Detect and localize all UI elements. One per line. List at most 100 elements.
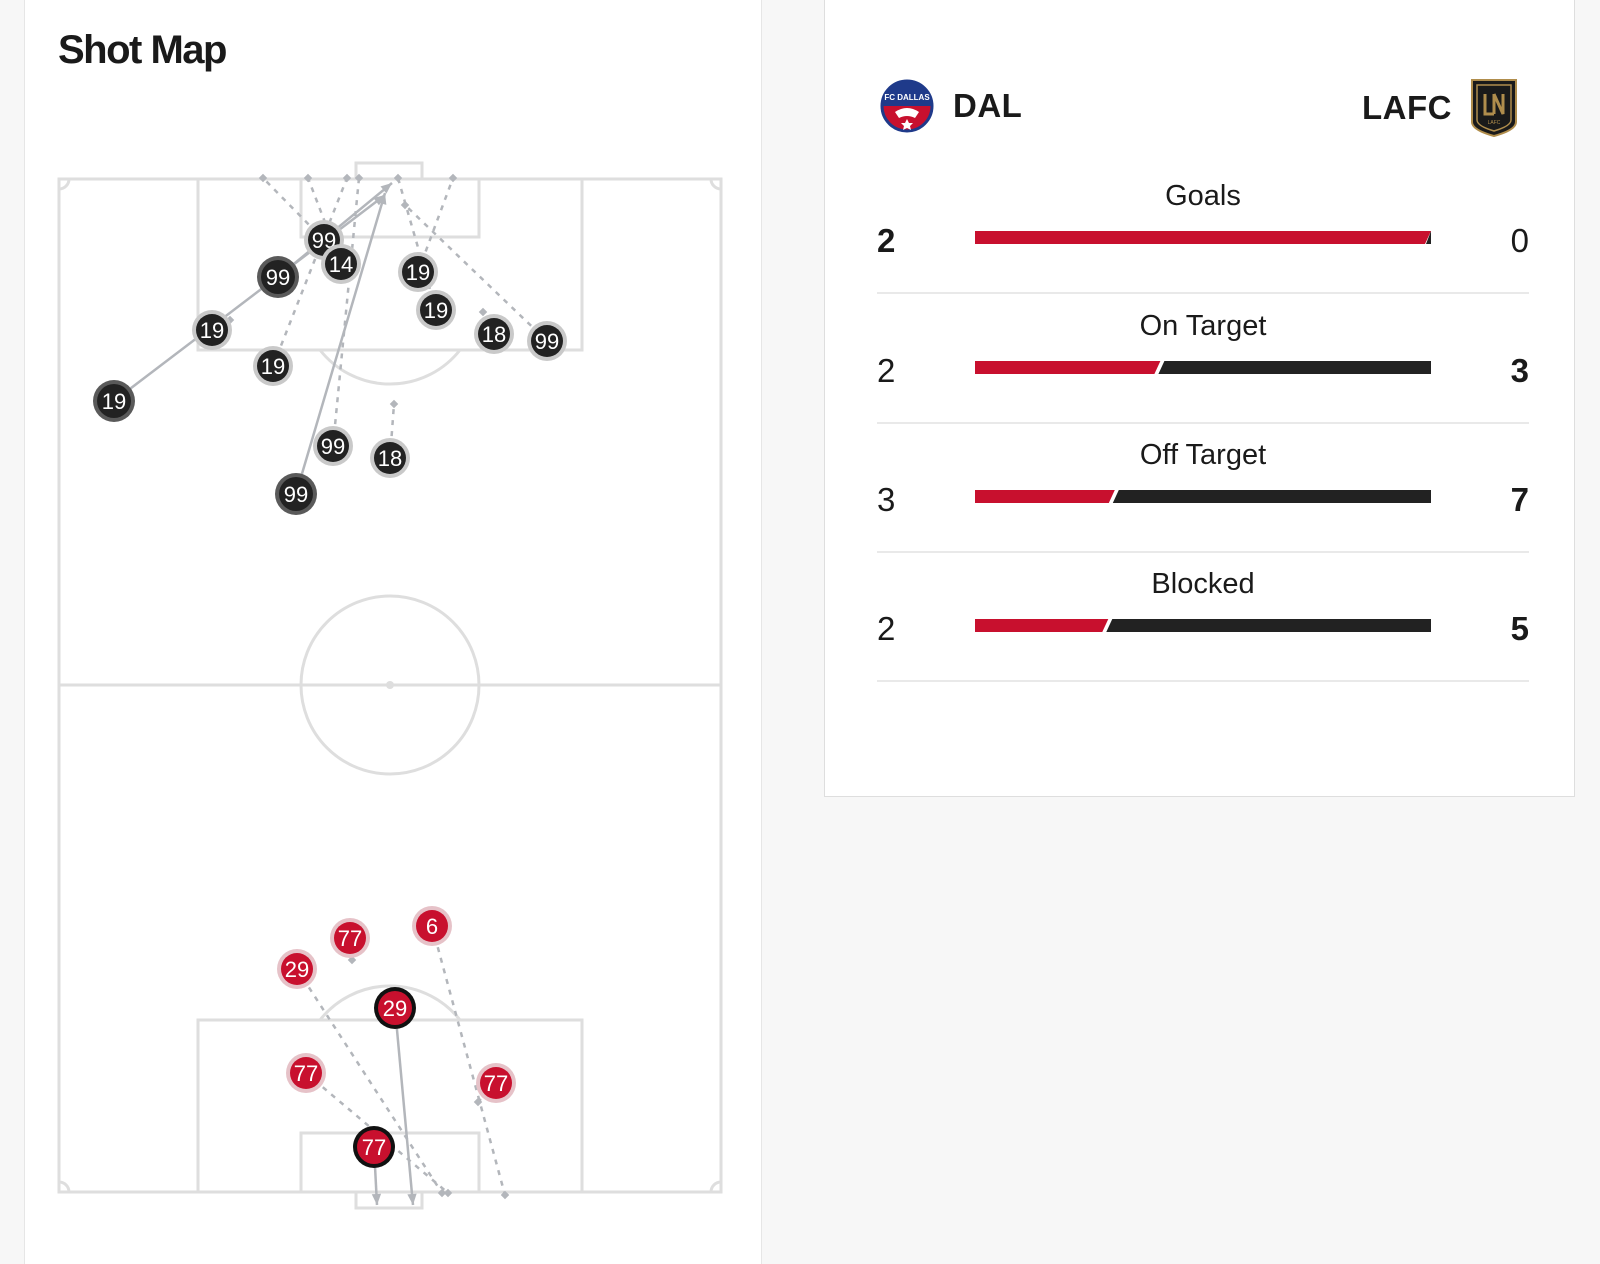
shot-marker[interactable]: 77 bbox=[476, 1063, 516, 1103]
away-team-abbr: LAFC bbox=[1362, 89, 1452, 126]
shot-marker[interactable]: 77 bbox=[330, 918, 370, 958]
shot-end-marker bbox=[473, 1097, 483, 1107]
shot-marker-fill bbox=[281, 953, 313, 985]
shot-marker[interactable]: 77 bbox=[353, 1126, 395, 1168]
stat-label: On Target bbox=[1139, 310, 1267, 342]
shot-marker[interactable]: 18 bbox=[370, 438, 410, 478]
shot-trajectory bbox=[331, 177, 361, 447]
bottom-penalty-arc bbox=[318, 984, 462, 1021]
shot-player-number: 19 bbox=[424, 298, 448, 323]
shot-marker-fill bbox=[257, 350, 289, 382]
home-bar-segment bbox=[975, 490, 1115, 503]
home-team: FC DALLAS DAL bbox=[879, 78, 1022, 134]
shot-end-marker bbox=[448, 173, 458, 183]
top-goal bbox=[354, 161, 424, 181]
shot-marker[interactable]: 19 bbox=[398, 252, 438, 292]
corner-arc bbox=[709, 1180, 722, 1193]
shot-marker[interactable]: 99 bbox=[313, 426, 353, 466]
shot-end-marker bbox=[342, 173, 352, 183]
away-team: LAFC LAFC bbox=[1362, 78, 1518, 138]
stat-home-value: 2 bbox=[877, 222, 896, 259]
stat-home-value: 2 bbox=[877, 610, 896, 647]
shot-player-number: 77 bbox=[362, 1135, 386, 1160]
shot-marker-fill bbox=[357, 1130, 391, 1164]
stat-away-value: 3 bbox=[1510, 352, 1529, 389]
stat-row-on-target: On Target 2 3 bbox=[877, 292, 1529, 424]
shot-marker[interactable]: 19 bbox=[192, 310, 232, 350]
shot-marker[interactable]: 19 bbox=[253, 346, 293, 386]
stat-home-value: 3 bbox=[877, 481, 896, 518]
top-penalty-arc bbox=[318, 349, 462, 386]
shot-marker[interactable]: 99 bbox=[257, 256, 299, 298]
shot-player-number: 77 bbox=[294, 1061, 318, 1086]
shot-player-number: 99 bbox=[284, 482, 308, 507]
shot-marker-fill bbox=[97, 384, 131, 418]
shot-trajectory bbox=[294, 192, 387, 495]
shot-arrowhead bbox=[371, 1193, 382, 1205]
shot-marker[interactable]: 19 bbox=[416, 290, 456, 330]
shot-player-number: 19 bbox=[261, 354, 285, 379]
center-spot bbox=[386, 681, 394, 689]
stat-away-value: 7 bbox=[1510, 481, 1529, 518]
shot-marker-fill bbox=[480, 1067, 512, 1099]
home-bar-segment bbox=[975, 361, 1161, 374]
shot-trajectory bbox=[430, 925, 507, 1196]
shot-marker-fill bbox=[317, 430, 349, 462]
shot-end-marker bbox=[303, 173, 313, 183]
shot-end-marker bbox=[354, 173, 364, 183]
stat-label: Blocked bbox=[1151, 568, 1255, 600]
shot-player-number: 18 bbox=[378, 446, 402, 471]
shot-marker[interactable]: 77 bbox=[286, 1053, 326, 1093]
shot-player-number: 6 bbox=[426, 914, 438, 939]
shot-marker[interactable]: 29 bbox=[277, 949, 317, 989]
shot-marker[interactable]: 14 bbox=[321, 244, 361, 284]
shot-player-number: 99 bbox=[321, 434, 345, 459]
bottom-penalty-box bbox=[196, 1018, 584, 1194]
bottom-goal bbox=[354, 1190, 424, 1210]
shot-marker[interactable]: 6 bbox=[412, 906, 452, 946]
shot-marker[interactable]: 99 bbox=[275, 473, 317, 515]
shot-map-title: Shot Map bbox=[58, 28, 227, 72]
corner-arc bbox=[58, 1180, 71, 1193]
shot-player-number: 77 bbox=[338, 926, 362, 951]
shot-player-number: 77 bbox=[484, 1071, 508, 1096]
shot-arrowhead bbox=[380, 183, 392, 194]
shot-marker[interactable]: 18 bbox=[474, 314, 514, 354]
shot-marker-fill bbox=[378, 991, 412, 1025]
shot-player-number: 99 bbox=[266, 265, 290, 290]
stat-row-goals: Goals 2 0 bbox=[877, 162, 1529, 294]
svg-text:FC DALLAS: FC DALLAS bbox=[884, 93, 930, 102]
away-bar-segment bbox=[1106, 619, 1431, 632]
shot-player-number: 29 bbox=[383, 996, 407, 1021]
corner-arc bbox=[58, 178, 71, 191]
home-team-abbr: DAL bbox=[953, 87, 1023, 124]
shot-end-marker bbox=[400, 200, 410, 210]
shot-trajectory bbox=[295, 968, 444, 1194]
shot-trajectory bbox=[388, 403, 396, 459]
shot-end-marker bbox=[478, 307, 488, 317]
shot-marker-fill bbox=[334, 922, 366, 954]
stat-label: Off Target bbox=[1139, 439, 1267, 471]
away-bar-segment bbox=[1112, 490, 1431, 503]
shot-map-panel: Shot Map 19 19 99 99 99 14 19 19 19 18 99 99 18 6 77 29… bbox=[24, 0, 762, 1264]
shot-player-number: 14 bbox=[329, 252, 353, 277]
shot-marker[interactable]: 99 bbox=[527, 321, 567, 361]
shot-marker-fill bbox=[374, 442, 406, 474]
stat-row-blocked: Blocked 2 5 bbox=[877, 550, 1529, 682]
shot-marker-fill bbox=[196, 314, 228, 346]
stat-bar bbox=[975, 619, 1431, 632]
shot-marker[interactable]: 19 bbox=[93, 380, 135, 422]
stat-home-value: 2 bbox=[877, 352, 896, 389]
shot-marker-fill bbox=[402, 256, 434, 288]
shot-marker[interactable]: 29 bbox=[374, 987, 416, 1029]
shot-player-number: 18 bbox=[482, 322, 506, 347]
shot-marker-fill bbox=[279, 477, 313, 511]
stat-away-value: 5 bbox=[1510, 610, 1529, 647]
shot-arrowhead bbox=[407, 1193, 417, 1205]
top-penalty-box bbox=[196, 177, 584, 352]
stat-bar bbox=[975, 361, 1431, 374]
stat-row-off-target: Off Target 3 7 bbox=[877, 421, 1529, 553]
shot-end-marker bbox=[389, 399, 399, 409]
shot-marker-fill bbox=[478, 318, 510, 350]
away-bar-segment bbox=[1426, 231, 1431, 244]
